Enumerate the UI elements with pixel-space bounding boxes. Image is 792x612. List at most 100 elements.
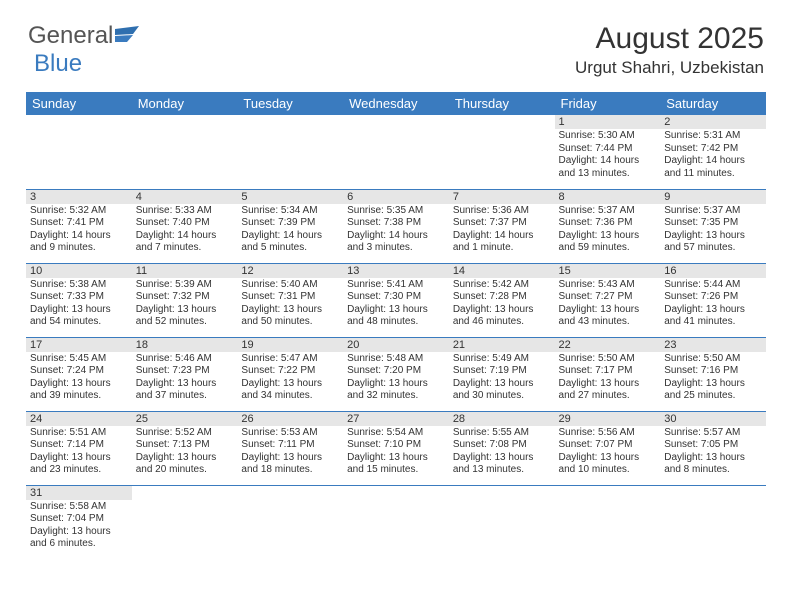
calendar-cell: 18Sunrise: 5:46 AMSunset: 7:23 PMDayligh…: [132, 337, 238, 411]
day-number: 17: [26, 338, 132, 352]
weekday-row: SundayMondayTuesdayWednesdayThursdayFrid…: [26, 92, 766, 115]
sunrise-text: Sunrise: 5:52 AM: [136, 427, 234, 440]
location: Urgut Shahri, Uzbekistan: [575, 58, 764, 78]
day-number: 23: [660, 338, 766, 352]
sunrise-text: Sunrise: 5:42 AM: [453, 279, 551, 292]
calendar-row: 31Sunrise: 5:58 AMSunset: 7:04 PMDayligh…: [26, 485, 766, 559]
calendar-body: 1Sunrise: 5:30 AMSunset: 7:44 PMDaylight…: [26, 115, 766, 559]
sunrise-text: Sunrise: 5:33 AM: [136, 205, 234, 218]
sunset-text: Sunset: 7:14 PM: [30, 439, 128, 452]
day-number: 13: [343, 264, 449, 278]
daylight-text: Daylight: 14 hours and 13 minutes.: [559, 155, 657, 180]
sunset-text: Sunset: 7:31 PM: [241, 291, 339, 304]
sunrise-text: Sunrise: 5:31 AM: [664, 130, 762, 143]
sunrise-text: Sunrise: 5:50 AM: [664, 353, 762, 366]
daylight-text: Daylight: 13 hours and 59 minutes.: [559, 230, 657, 255]
header: General August 2025 Urgut Shahri, Uzbeki…: [0, 0, 792, 86]
daylight-text: Daylight: 14 hours and 9 minutes.: [30, 230, 128, 255]
sunset-text: Sunset: 7:28 PM: [453, 291, 551, 304]
calendar-cell: 21Sunrise: 5:49 AMSunset: 7:19 PMDayligh…: [449, 337, 555, 411]
daylight-text: Daylight: 13 hours and 43 minutes.: [559, 304, 657, 329]
sunrise-text: Sunrise: 5:34 AM: [241, 205, 339, 218]
daylight-text: Daylight: 14 hours and 7 minutes.: [136, 230, 234, 255]
day-body: Sunrise: 5:51 AMSunset: 7:14 PMDaylight:…: [26, 426, 132, 480]
day-number: 29: [555, 412, 661, 426]
day-body: Sunrise: 5:42 AMSunset: 7:28 PMDaylight:…: [449, 278, 555, 332]
sunrise-text: Sunrise: 5:32 AM: [30, 205, 128, 218]
calendar-cell: 24Sunrise: 5:51 AMSunset: 7:14 PMDayligh…: [26, 411, 132, 485]
sunrise-text: Sunrise: 5:58 AM: [30, 501, 128, 514]
sunrise-text: Sunrise: 5:30 AM: [559, 130, 657, 143]
day-body: Sunrise: 5:36 AMSunset: 7:37 PMDaylight:…: [449, 204, 555, 258]
daylight-text: Daylight: 14 hours and 3 minutes.: [347, 230, 445, 255]
sunrise-text: Sunrise: 5:36 AM: [453, 205, 551, 218]
sunset-text: Sunset: 7:37 PM: [453, 217, 551, 230]
daylight-text: Daylight: 13 hours and 48 minutes.: [347, 304, 445, 329]
daylight-text: Daylight: 14 hours and 5 minutes.: [241, 230, 339, 255]
daylight-text: Daylight: 13 hours and 8 minutes.: [664, 452, 762, 477]
day-body: Sunrise: 5:37 AMSunset: 7:35 PMDaylight:…: [660, 204, 766, 258]
day-number: 28: [449, 412, 555, 426]
calendar-cell: 5Sunrise: 5:34 AMSunset: 7:39 PMDaylight…: [237, 189, 343, 263]
day-number: [343, 115, 449, 129]
sunset-text: Sunset: 7:07 PM: [559, 439, 657, 452]
calendar-cell: 7Sunrise: 5:36 AMSunset: 7:37 PMDaylight…: [449, 189, 555, 263]
day-number: 6: [343, 190, 449, 204]
calendar-row: 24Sunrise: 5:51 AMSunset: 7:14 PMDayligh…: [26, 411, 766, 485]
sunset-text: Sunset: 7:11 PM: [241, 439, 339, 452]
day-number: 1: [555, 115, 661, 129]
sunrise-text: Sunrise: 5:53 AM: [241, 427, 339, 440]
day-body: Sunrise: 5:34 AMSunset: 7:39 PMDaylight:…: [237, 204, 343, 258]
sunrise-text: Sunrise: 5:40 AM: [241, 279, 339, 292]
day-number: 3: [26, 190, 132, 204]
sunrise-text: Sunrise: 5:55 AM: [453, 427, 551, 440]
day-body: Sunrise: 5:52 AMSunset: 7:13 PMDaylight:…: [132, 426, 238, 480]
day-number: 20: [343, 338, 449, 352]
day-body: Sunrise: 5:30 AMSunset: 7:44 PMDaylight:…: [555, 129, 661, 183]
sunset-text: Sunset: 7:44 PM: [559, 143, 657, 156]
day-body: Sunrise: 5:53 AMSunset: 7:11 PMDaylight:…: [237, 426, 343, 480]
sunset-text: Sunset: 7:42 PM: [664, 143, 762, 156]
sunset-text: Sunset: 7:22 PM: [241, 365, 339, 378]
sunrise-text: Sunrise: 5:35 AM: [347, 205, 445, 218]
day-body: Sunrise: 5:31 AMSunset: 7:42 PMDaylight:…: [660, 129, 766, 183]
day-number: 24: [26, 412, 132, 426]
calendar-head: SundayMondayTuesdayWednesdayThursdayFrid…: [26, 92, 766, 115]
daylight-text: Daylight: 13 hours and 50 minutes.: [241, 304, 339, 329]
calendar-cell: 25Sunrise: 5:52 AMSunset: 7:13 PMDayligh…: [132, 411, 238, 485]
daylight-text: Daylight: 13 hours and 30 minutes.: [453, 378, 551, 403]
calendar-cell: 11Sunrise: 5:39 AMSunset: 7:32 PMDayligh…: [132, 263, 238, 337]
day-number: [237, 486, 343, 500]
sunset-text: Sunset: 7:10 PM: [347, 439, 445, 452]
sunset-text: Sunset: 7:08 PM: [453, 439, 551, 452]
day-body: Sunrise: 5:58 AMSunset: 7:04 PMDaylight:…: [26, 500, 132, 554]
calendar-cell: 16Sunrise: 5:44 AMSunset: 7:26 PMDayligh…: [660, 263, 766, 337]
calendar-row: 17Sunrise: 5:45 AMSunset: 7:24 PMDayligh…: [26, 337, 766, 411]
daylight-text: Daylight: 13 hours and 37 minutes.: [136, 378, 234, 403]
day-body: Sunrise: 5:43 AMSunset: 7:27 PMDaylight:…: [555, 278, 661, 332]
daylight-text: Daylight: 13 hours and 57 minutes.: [664, 230, 762, 255]
calendar-cell: [660, 485, 766, 559]
day-number: 26: [237, 412, 343, 426]
calendar-row: 10Sunrise: 5:38 AMSunset: 7:33 PMDayligh…: [26, 263, 766, 337]
daylight-text: Daylight: 13 hours and 39 minutes.: [30, 378, 128, 403]
day-number: 16: [660, 264, 766, 278]
calendar-row: 3Sunrise: 5:32 AMSunset: 7:41 PMDaylight…: [26, 189, 766, 263]
sunset-text: Sunset: 7:38 PM: [347, 217, 445, 230]
calendar-cell: 31Sunrise: 5:58 AMSunset: 7:04 PMDayligh…: [26, 485, 132, 559]
day-number: [449, 115, 555, 129]
calendar-cell: 13Sunrise: 5:41 AMSunset: 7:30 PMDayligh…: [343, 263, 449, 337]
sunrise-text: Sunrise: 5:47 AM: [241, 353, 339, 366]
weekday-header: Saturday: [660, 92, 766, 115]
sunrise-text: Sunrise: 5:37 AM: [664, 205, 762, 218]
day-body: Sunrise: 5:55 AMSunset: 7:08 PMDaylight:…: [449, 426, 555, 480]
sunset-text: Sunset: 7:17 PM: [559, 365, 657, 378]
day-number: 22: [555, 338, 661, 352]
sunrise-text: Sunrise: 5:38 AM: [30, 279, 128, 292]
calendar-cell: 17Sunrise: 5:45 AMSunset: 7:24 PMDayligh…: [26, 337, 132, 411]
sunrise-text: Sunrise: 5:41 AM: [347, 279, 445, 292]
weekday-header: Wednesday: [343, 92, 449, 115]
day-number: [660, 486, 766, 500]
day-body: Sunrise: 5:35 AMSunset: 7:38 PMDaylight:…: [343, 204, 449, 258]
daylight-text: Daylight: 13 hours and 10 minutes.: [559, 452, 657, 477]
